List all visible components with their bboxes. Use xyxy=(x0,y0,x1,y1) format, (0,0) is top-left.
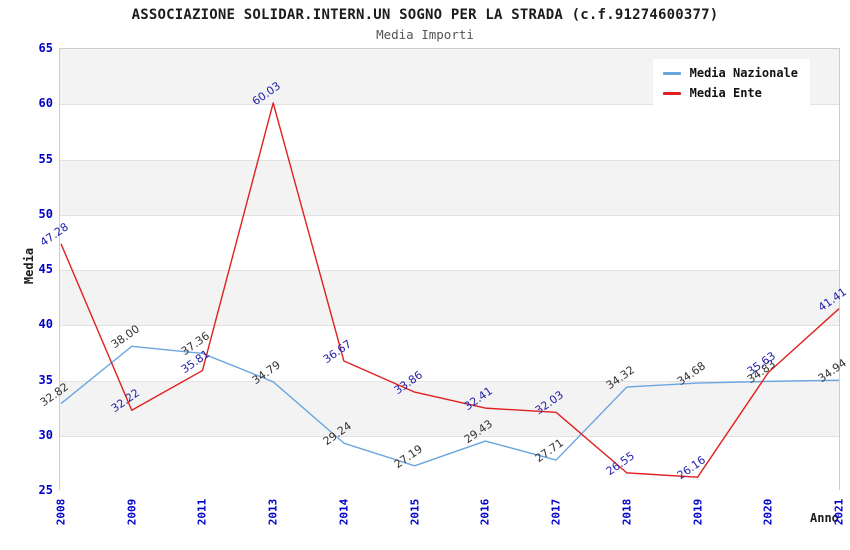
y-tick-label: 25 xyxy=(38,483,53,497)
legend-label: Media Nazionale xyxy=(689,66,798,80)
chart-title: ASSOCIAZIONE SOLIDAR.INTERN.UN SOGNO PER… xyxy=(131,7,719,23)
gridline xyxy=(60,214,839,216)
legend-item: Media Nazionale xyxy=(662,66,798,80)
x-tick-label: 2013 xyxy=(266,498,280,526)
plot-band xyxy=(60,270,839,326)
x-axis-title: Anno xyxy=(810,511,839,525)
chart-subtitle: Media Importi xyxy=(376,27,474,42)
gridline xyxy=(60,380,839,382)
legend-line-icon xyxy=(662,91,681,95)
gridline xyxy=(60,159,839,161)
x-tick-label: 2018 xyxy=(620,498,634,526)
plot-band xyxy=(60,159,839,215)
plot-band xyxy=(60,435,839,491)
x-tick-label: 2016 xyxy=(478,498,492,526)
x-tick-label: 2021 xyxy=(832,498,846,526)
x-tick-label: 2011 xyxy=(195,498,209,526)
plot-band xyxy=(60,214,839,270)
plot-area xyxy=(59,48,840,491)
y-tick-label: 50 xyxy=(38,206,53,221)
x-tick-label: 2019 xyxy=(691,498,705,526)
x-tick-label: 2020 xyxy=(761,498,775,526)
x-tick-label: 2008 xyxy=(54,498,68,526)
y-tick-label: 55 xyxy=(38,151,53,166)
x-tick-label: 2014 xyxy=(337,498,351,526)
gridline xyxy=(60,325,839,327)
legend-label: Media Ente xyxy=(689,86,762,100)
y-tick-label: 45 xyxy=(38,262,53,276)
gridline xyxy=(60,435,839,437)
y-tick-label: 40 xyxy=(38,317,53,332)
legend-line-icon xyxy=(662,71,681,75)
y-tick-label: 60 xyxy=(38,96,53,111)
legend-item: Media Ente xyxy=(662,86,798,100)
x-tick-label: 2015 xyxy=(408,498,422,526)
plot-band xyxy=(60,104,839,160)
y-tick-label: 35 xyxy=(38,372,53,387)
legend: Media Nazionale Media Ente xyxy=(652,59,810,107)
plot-band xyxy=(60,325,839,381)
x-tick-label: 2017 xyxy=(549,498,563,526)
y-tick-label: 30 xyxy=(38,427,53,442)
y-tick-label: 65 xyxy=(38,41,53,55)
plot-band xyxy=(60,380,839,436)
x-tick-label: 2009 xyxy=(125,498,139,526)
gridline xyxy=(60,270,839,271)
